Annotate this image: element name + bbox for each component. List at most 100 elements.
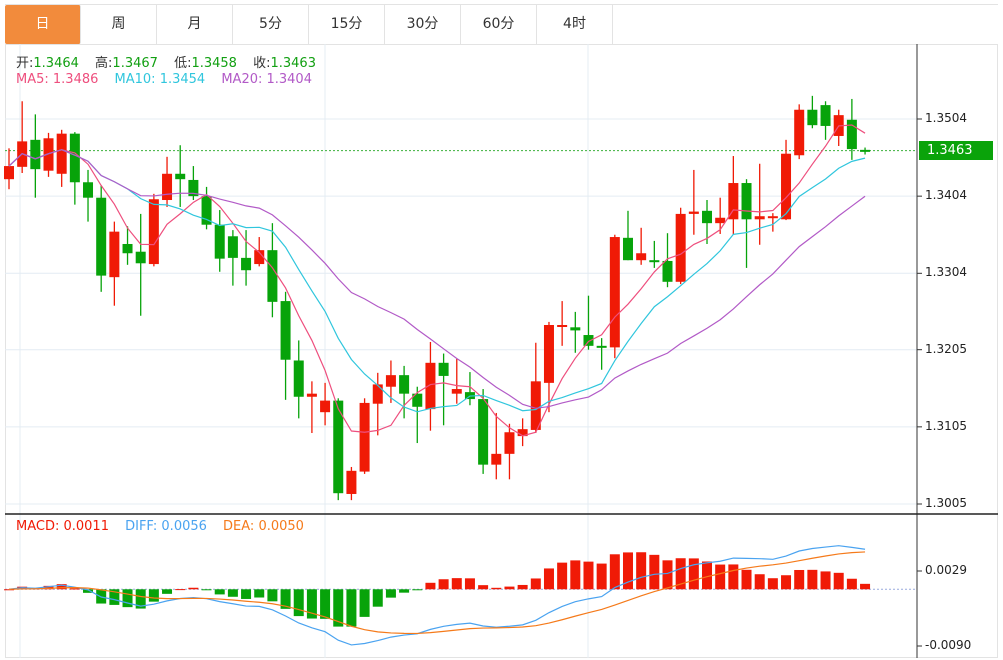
candle-up	[372, 384, 383, 404]
macd-bar	[201, 589, 212, 591]
macd-bar	[675, 558, 686, 590]
chart-frame	[5, 44, 998, 658]
tab-monthly[interactable]: 月	[157, 5, 233, 44]
macd-bar	[162, 589, 173, 594]
candle-down	[807, 109, 818, 126]
macd-bar	[583, 561, 594, 590]
dea-value: DEA: 0.0050	[223, 519, 304, 534]
candle-down	[333, 400, 344, 494]
candle-up	[530, 381, 541, 430]
price-axis-label: 1.3105	[925, 419, 967, 433]
candle-up	[148, 199, 159, 265]
tab-daily[interactable]: 日	[5, 5, 81, 44]
moving-averages	[8, 124, 866, 437]
macd-bar	[306, 589, 317, 619]
macd-bar	[109, 589, 120, 605]
macd-bar	[570, 560, 581, 590]
low-value: 1.3458	[191, 56, 237, 71]
tab-60min[interactable]: 60分	[461, 5, 537, 44]
candle-up	[688, 211, 699, 214]
price-axis-label: 1.3205	[925, 342, 967, 356]
macd-bar	[543, 568, 554, 590]
macd-bar	[333, 589, 344, 627]
macd-bar	[412, 589, 423, 591]
macd-bar	[293, 589, 304, 617]
ohlc-legend: 开:1.3464 高:1.3467 低:1.3458 收:1.3463	[16, 52, 328, 71]
macd-bar	[491, 587, 502, 590]
price-axis-label: 1.3304	[925, 265, 967, 279]
macd-bar	[43, 585, 54, 590]
candle-down	[399, 375, 410, 394]
candle-up	[109, 231, 120, 278]
candle-up	[754, 216, 765, 220]
macd-bar	[122, 589, 133, 608]
macd-bar	[833, 572, 844, 590]
tab-5min[interactable]: 5分	[233, 5, 309, 44]
close-value: 1.3463	[270, 56, 316, 71]
candle-up	[346, 470, 357, 494]
macd-bar	[227, 589, 238, 597]
tab-30min[interactable]: 30分	[385, 5, 461, 44]
macd-bar	[754, 574, 765, 590]
candle-down	[280, 301, 291, 360]
candle-down	[649, 260, 660, 263]
tab-weekly[interactable]: 周	[81, 5, 157, 44]
candle-up	[675, 213, 686, 282]
candle-up	[557, 325, 568, 328]
macd-bar	[820, 571, 831, 590]
macd-panel	[4, 545, 922, 647]
macd-bar	[728, 564, 739, 590]
macd-axis-label: 0.0029	[925, 563, 967, 577]
candle-up	[451, 389, 462, 394]
macd-bar	[846, 578, 857, 590]
macd-axis-label: -0.0090	[925, 638, 972, 652]
candle-up	[715, 217, 726, 224]
close-label: 收:	[253, 56, 271, 71]
candle-down	[702, 210, 713, 224]
macd-bar	[346, 589, 357, 627]
price-axis-label: 1.3404	[925, 188, 967, 202]
macd-bar	[214, 589, 225, 595]
candle-down	[201, 196, 212, 225]
macd-bar	[504, 586, 515, 590]
macd-bar	[267, 589, 278, 602]
tab-15min[interactable]: 15分	[309, 5, 385, 44]
candle-down	[267, 250, 278, 302]
candle-down	[570, 327, 581, 331]
candle-up	[43, 138, 54, 171]
macd-bar	[241, 589, 252, 599]
ma10-value: MA10: 1.3454	[114, 72, 206, 87]
candle-down	[69, 133, 80, 183]
price-axis-label: 1.3504	[925, 111, 967, 125]
candle-down	[135, 251, 146, 264]
macd-bar	[649, 554, 660, 590]
macd-value: MACD: 0.0011	[16, 519, 109, 534]
candle-up	[781, 153, 792, 220]
tab-4hour[interactable]: 4时	[537, 5, 613, 44]
candle-up	[636, 253, 647, 261]
grid	[5, 44, 922, 658]
macd-bar	[56, 584, 67, 590]
macd-bar	[478, 585, 489, 590]
candle-down	[583, 335, 594, 346]
macd-bar	[807, 569, 818, 590]
macd-bar	[69, 588, 80, 590]
ma20-value: MA20: 1.3404	[221, 72, 312, 87]
macd-bar	[517, 584, 528, 590]
macd-bar	[188, 587, 199, 590]
candle-down	[438, 362, 449, 376]
macd-bar	[715, 564, 726, 590]
candle-up	[728, 183, 739, 220]
ma5-line	[8, 124, 866, 437]
candle-up	[254, 250, 265, 265]
ma5-value: MA5: 1.3486	[16, 72, 99, 87]
macd-bar	[530, 578, 541, 590]
macd-bar	[702, 561, 713, 590]
candle-up	[543, 325, 554, 383]
candle-down	[412, 393, 423, 407]
macd-bar	[359, 589, 370, 617]
candle-down	[30, 139, 41, 170]
macd-bar	[794, 569, 805, 590]
timeframe-tabs: 日 周 月 5分 15分 30分 60分 4时	[5, 4, 998, 45]
